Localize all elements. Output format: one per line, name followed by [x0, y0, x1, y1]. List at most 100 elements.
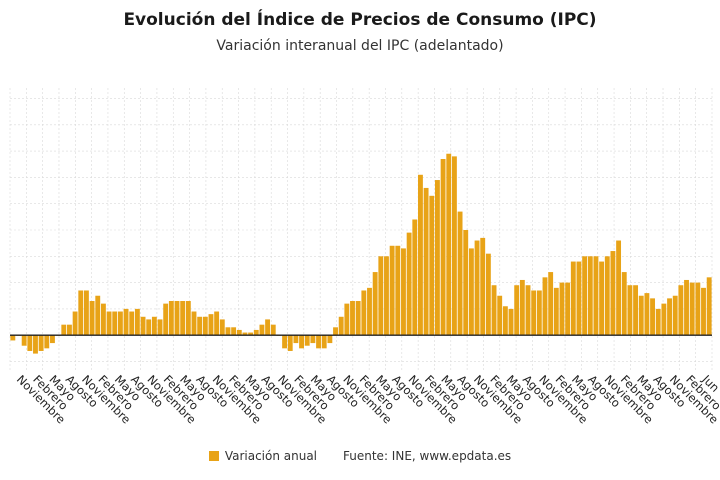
bar — [44, 335, 50, 349]
bar — [531, 290, 537, 336]
legend-series-label: Variación anual — [224, 449, 318, 463]
bar — [599, 261, 605, 336]
bar — [134, 308, 140, 336]
bar — [661, 303, 667, 336]
bar — [401, 248, 406, 336]
bar — [389, 245, 395, 336]
bar — [508, 308, 514, 336]
bar — [242, 332, 248, 336]
bar — [72, 311, 78, 336]
bar — [474, 240, 480, 336]
bar — [502, 306, 508, 336]
bar — [395, 245, 401, 336]
bar — [542, 277, 548, 336]
bar — [406, 232, 412, 336]
bar — [78, 290, 84, 336]
bar — [672, 295, 678, 336]
bar — [536, 290, 542, 336]
bar — [310, 335, 316, 344]
bar — [678, 285, 684, 336]
bar — [604, 256, 610, 336]
bar — [593, 256, 599, 336]
bar — [100, 303, 106, 336]
bar — [287, 335, 293, 351]
bar — [446, 153, 452, 336]
chart-title: Evolución del Índice de Precios de Consu… — [123, 10, 597, 30]
bar — [372, 272, 378, 336]
bar — [633, 285, 639, 336]
bar — [61, 324, 67, 336]
bar — [701, 287, 706, 336]
bar — [168, 301, 174, 336]
bar — [350, 301, 355, 336]
bar — [231, 327, 237, 336]
bar — [616, 240, 622, 336]
bar — [327, 335, 333, 344]
bar — [112, 311, 118, 336]
legend-swatch — [208, 451, 219, 461]
bar — [423, 187, 429, 336]
bar — [514, 285, 520, 336]
bar — [270, 324, 276, 336]
bar — [117, 311, 123, 336]
bar — [27, 335, 33, 351]
bar — [21, 335, 27, 346]
bar — [468, 248, 474, 336]
bar — [440, 159, 446, 336]
bar — [106, 311, 112, 336]
bar — [519, 279, 525, 336]
bar — [706, 277, 712, 336]
bar — [95, 295, 101, 336]
bar — [259, 324, 265, 336]
bar — [559, 282, 565, 336]
bar — [248, 332, 254, 336]
bar — [627, 285, 633, 336]
bar — [621, 272, 627, 336]
bar — [457, 211, 463, 336]
bar — [695, 282, 701, 336]
bar — [89, 301, 95, 336]
bar — [157, 319, 163, 336]
bar — [265, 319, 271, 336]
bar — [129, 311, 135, 336]
bar — [412, 219, 418, 336]
bar — [689, 282, 695, 336]
bar — [638, 295, 644, 336]
bar — [361, 290, 367, 336]
bar — [384, 256, 389, 336]
bar — [576, 261, 582, 336]
bar — [333, 327, 338, 336]
bar — [525, 285, 531, 336]
bar — [197, 316, 203, 336]
bar — [434, 180, 440, 336]
bar — [655, 308, 661, 336]
bar — [644, 293, 650, 336]
bar — [67, 324, 72, 336]
bar — [548, 272, 554, 336]
bar — [146, 319, 152, 336]
bar — [225, 327, 231, 336]
source-credit: Fuente: INE, www.epdata.es — [343, 449, 512, 463]
bar — [667, 298, 672, 336]
bar-series — [10, 153, 712, 354]
bar — [565, 282, 571, 336]
bar — [610, 251, 616, 336]
bar — [587, 256, 593, 336]
bar — [418, 174, 423, 336]
bar — [174, 301, 180, 336]
bar — [316, 335, 321, 349]
bar — [50, 335, 55, 344]
bar — [321, 335, 327, 349]
x-axis-tick-labels: NoviembreFebreroMayoAgostoNoviembreFebre… — [14, 372, 720, 427]
bar — [299, 335, 304, 349]
bar — [344, 303, 350, 336]
bar — [451, 156, 457, 336]
chart-legend: Variación anual Fuente: INE, www.epdata.e… — [0, 449, 720, 463]
bar — [202, 316, 208, 336]
bar — [480, 237, 486, 336]
bar — [684, 279, 689, 336]
bar — [185, 301, 191, 336]
bar — [236, 329, 242, 336]
bar — [485, 253, 491, 336]
bar — [293, 335, 299, 344]
